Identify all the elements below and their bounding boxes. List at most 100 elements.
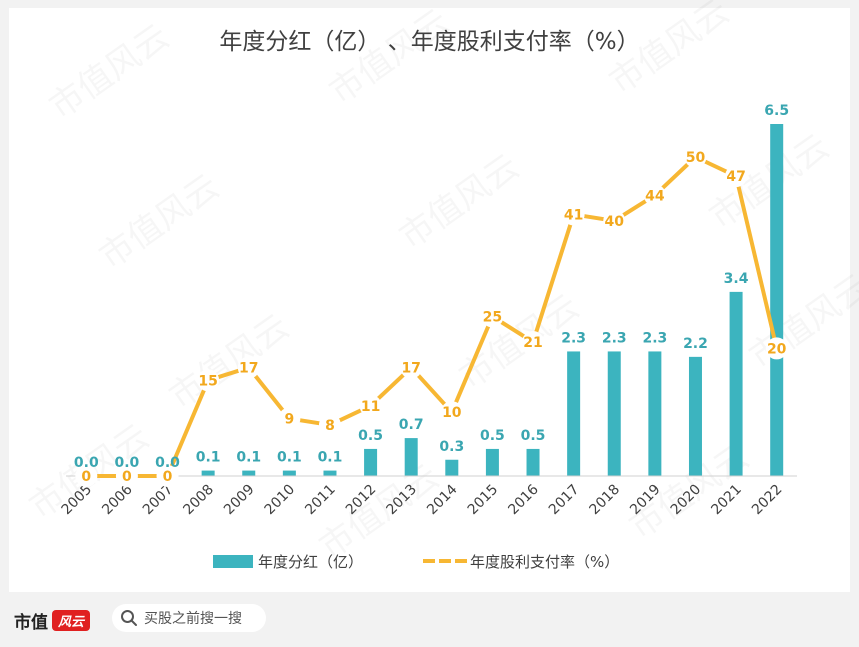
- bar: [688, 356, 702, 476]
- line-data-label: 0: [163, 469, 173, 485]
- bar: [648, 351, 662, 476]
- line-point: [115, 465, 138, 487]
- bar-data-label: 0.3: [439, 439, 464, 455]
- bar: [242, 470, 256, 476]
- line-data-label: 41: [564, 207, 583, 223]
- line-point: [684, 146, 707, 168]
- line-data-label: 8: [325, 418, 335, 434]
- line-data-labels: 0 0 0 15 17 9 8 11 17 10 25 21 41 40 44 50 47 20: [81, 150, 786, 485]
- line-point: [359, 394, 382, 417]
- bar: [282, 470, 296, 476]
- bar-series: [201, 124, 784, 476]
- line-point: [278, 407, 301, 430]
- line-data-label: 0: [81, 469, 91, 485]
- bar-data-label: 6.5: [764, 103, 789, 119]
- line-data-label: 47: [726, 169, 745, 185]
- line-data-label: 25: [483, 310, 502, 326]
- bar: [526, 448, 540, 476]
- bar: [770, 124, 784, 476]
- bar: [364, 448, 378, 476]
- line-data-label: 15: [198, 373, 217, 389]
- bar-data-label: 0.1: [236, 450, 261, 466]
- x-tick-label: 2015: [465, 482, 502, 519]
- bar-data-label: 2.3: [561, 330, 586, 346]
- bar-data-label: 2.2: [683, 336, 708, 352]
- bar: [201, 470, 215, 476]
- line-point: [643, 184, 666, 207]
- watermark-text: 市值风云: [392, 147, 526, 258]
- bar-data-labels: 0.0 0.0 0.0 0.1 0.1 0.1 0.1 0.5 0.7 0.3 0.5 0.5 2.3 2…: [74, 103, 789, 471]
- bar: [445, 459, 459, 476]
- bar: [567, 351, 581, 476]
- search-box[interactable]: 买股之前搜一搜: [112, 604, 266, 632]
- line-series: [75, 146, 788, 487]
- bar-data-label: 0.5: [358, 428, 383, 444]
- bar-data-label: 0.1: [318, 450, 343, 466]
- search-placeholder: 买股之前搜一搜: [144, 611, 242, 627]
- line-point: [603, 209, 626, 232]
- bar: [323, 470, 337, 476]
- legend: 年度分红（亿） 年度股利支付率（%）: [213, 553, 619, 571]
- x-tick-label: 2006: [99, 481, 136, 518]
- bar-data-label: 0.1: [196, 450, 221, 466]
- line-point: [75, 465, 98, 487]
- bar: [404, 438, 418, 476]
- watermark-text: 市值风云: [602, 0, 736, 102]
- line-point: [197, 369, 220, 392]
- watermark-text: 市值风云: [92, 167, 226, 278]
- line-data-label: 0: [122, 469, 132, 485]
- bar-data-label: 0.1: [277, 450, 302, 466]
- line-point: [400, 356, 423, 379]
- legend-bar-swatch: [213, 555, 253, 568]
- line-point: [318, 413, 341, 436]
- bar-data-label: 0.5: [480, 428, 505, 444]
- line-point: [522, 331, 545, 354]
- brand-mark: 风云: [52, 610, 91, 631]
- x-tick-label: 2018: [587, 482, 624, 519]
- bar-data-label: 0.0: [115, 455, 140, 471]
- search-icon: [121, 610, 137, 626]
- line-point: [481, 305, 504, 328]
- line-data-label: 9: [284, 412, 294, 428]
- x-tick-label: 2008: [180, 482, 217, 519]
- bar-data-label: 0.5: [521, 428, 546, 444]
- chart-panel: [9, 8, 850, 592]
- legend-line-label: 年度股利支付率（%）: [470, 553, 619, 571]
- line-data-label: 50: [686, 150, 706, 166]
- line-point: [237, 356, 260, 379]
- line-data-label: 20: [767, 341, 787, 357]
- x-tick-label: 2022: [749, 482, 786, 519]
- watermark-text: 市值风云: [702, 127, 836, 238]
- line-point: [156, 465, 179, 487]
- bar-data-label: 2.3: [642, 330, 667, 346]
- watermark-text: 市值风云: [42, 17, 176, 128]
- bar-data-label: 0.0: [155, 455, 180, 471]
- brand-logo: 市值 风云: [14, 608, 91, 633]
- brand-text: 市值: [14, 613, 48, 633]
- line-data-label: 10: [442, 405, 462, 421]
- line-data-label: 21: [523, 335, 542, 351]
- line-data-label: 17: [401, 361, 420, 377]
- bar: [607, 351, 621, 476]
- line-point: [765, 337, 788, 360]
- bar-data-label: 0.7: [399, 417, 424, 433]
- x-tick-label: 2007: [140, 482, 177, 519]
- bar: [729, 291, 743, 476]
- line-data-label: 17: [239, 361, 258, 377]
- chart-title: 年度分红（亿） 、年度股利支付率（%）: [219, 29, 640, 55]
- bar-data-label: 3.4: [724, 271, 749, 287]
- bar-data-label: 2.3: [602, 330, 627, 346]
- line-point: [440, 401, 463, 424]
- line-data-label: 44: [645, 188, 665, 204]
- line-point: [562, 203, 585, 226]
- line-point: [725, 165, 748, 188]
- line-data-label: 40: [605, 214, 625, 230]
- footer-bar: 市值 风云 买股之前搜一搜: [0, 596, 859, 647]
- x-tick-label: 2011: [302, 482, 339, 519]
- line-data-label: 11: [361, 399, 380, 415]
- x-tick-label: 2017: [546, 482, 583, 519]
- x-tick-label: 2009: [221, 482, 258, 519]
- x-tick-label: 2016: [505, 481, 542, 518]
